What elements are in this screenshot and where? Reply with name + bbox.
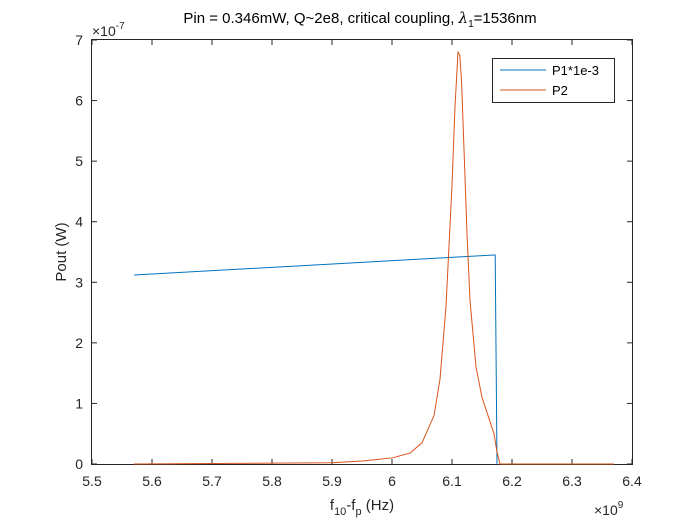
- y-tick-label: 2: [75, 335, 83, 351]
- legend-label-p2: P2: [552, 83, 568, 98]
- y-tick-label: 6: [75, 93, 83, 109]
- series-layer: [133, 50, 614, 465]
- x-tick-label: 5.6: [142, 473, 162, 489]
- x-tick-label: 5.8: [262, 473, 282, 489]
- y-tick-label: 7: [75, 32, 83, 48]
- x-tick-label: 5.5: [82, 473, 102, 489]
- x-tick-label: 6.3: [562, 473, 582, 489]
- x-axis-label: f10-fp (Hz): [330, 497, 394, 518]
- title-suffix: =1536nm: [474, 10, 537, 27]
- title-lambda: λ: [458, 9, 469, 27]
- title-prefix: Pin = 0.346mW, Q~2e8, critical coupling,: [183, 10, 458, 27]
- x-tick-label: 6: [388, 473, 396, 489]
- x-tick-label: 6.1: [442, 473, 462, 489]
- x-exponent: ×109: [594, 500, 624, 518]
- x-tick-label: 5.7: [202, 473, 222, 489]
- series-line-p2: [133, 50, 614, 465]
- x-tick-label: 6.4: [622, 473, 642, 489]
- title-lambda-sub: 1: [468, 19, 474, 30]
- chart-title: Pin = 0.346mW, Q~2e8, critical coupling,…: [183, 9, 536, 30]
- y-tick-label: 0: [75, 456, 83, 472]
- legend: P1*1e-3 P2: [492, 58, 615, 103]
- x-tick-label: 5.9: [322, 473, 342, 489]
- series-line-p1: [133, 254, 498, 465]
- plot-area: [91, 39, 633, 465]
- y-tick-label: 4: [75, 214, 83, 230]
- y-axis-label: Pout (W): [53, 222, 70, 281]
- x-tick-label: 6.2: [502, 473, 522, 489]
- y-tick-label: 5: [75, 153, 83, 169]
- y-exponent: ×10-7: [92, 21, 125, 39]
- y-tick-label: 3: [75, 274, 83, 290]
- y-tick-label: 1: [75, 395, 83, 411]
- axis-ticks: 5.5 5.6 5.7 5.8 5.9 6 6.1 6.2 6.3 6.4 0 1 2 3 4 5 6 7: [75, 32, 642, 489]
- legend-label-p1: P1*1e-3: [552, 63, 599, 78]
- legend-box: [492, 58, 615, 103]
